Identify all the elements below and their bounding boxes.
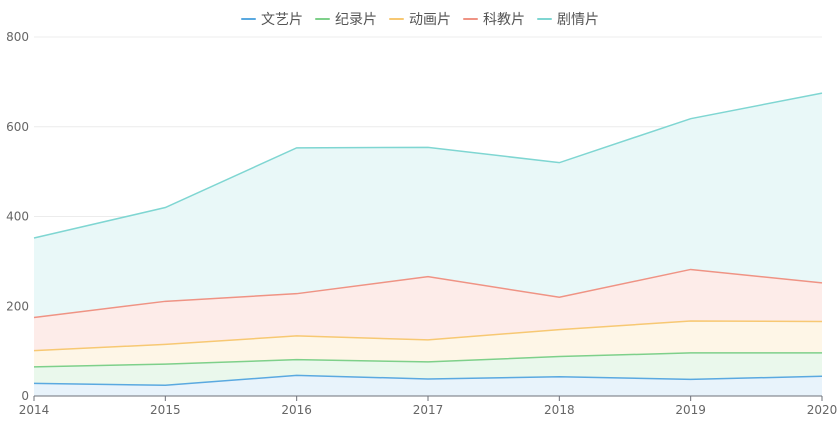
x-tick-label: 2016	[281, 403, 312, 417]
y-tick-label: 600	[6, 120, 29, 134]
legend-label-juqing: 剧情片	[557, 12, 599, 28]
area-series-1	[34, 352, 822, 386]
legend-item-juqing[interactable]: 剧情片	[537, 9, 599, 29]
legend: 文艺片 纪录片 动画片 科教片 剧情片	[0, 9, 840, 29]
line-series-0	[33, 374, 823, 386]
line-series-4	[33, 92, 823, 239]
line-series-2	[33, 320, 823, 352]
legend-label-kejiao: 科教片	[483, 12, 525, 28]
x-tick-label: 2019	[675, 403, 706, 417]
line-series-3	[33, 268, 823, 319]
y-tick-label: 800	[6, 30, 29, 44]
x-tick-label: 2014	[19, 403, 50, 417]
area-series-3	[34, 269, 822, 351]
legend-item-jilu[interactable]: 纪录片	[315, 9, 377, 29]
line-series-1	[33, 352, 822, 368]
x-tick-label: 2015	[150, 403, 181, 417]
legend-item-wenyi[interactable]: 文艺片	[241, 9, 303, 29]
legend-item-donghua[interactable]: 动画片	[389, 9, 451, 29]
legend-label-jilu: 纪录片	[335, 12, 377, 28]
x-tick-label: 2017	[413, 403, 444, 417]
legend-item-kejiao[interactable]: 科教片	[463, 9, 525, 29]
x-tick-label: 2018	[544, 403, 575, 417]
legend-swatch-kejiao	[463, 18, 478, 20]
legend-swatch-donghua	[389, 18, 404, 20]
area-series-4	[34, 93, 822, 318]
y-tick-label: 200	[6, 299, 29, 313]
legend-swatch-juqing	[537, 18, 552, 20]
area-series-2	[34, 321, 822, 367]
legend-label-wenyi: 文艺片	[261, 12, 303, 28]
y-tick-label: 400	[6, 210, 29, 224]
legend-swatch-wenyi	[241, 18, 256, 20]
y-tick-label: 0	[21, 389, 29, 403]
legend-swatch-jilu	[315, 18, 330, 20]
legend-label-donghua: 动画片	[409, 12, 451, 28]
x-tick-label: 2020	[807, 403, 838, 417]
